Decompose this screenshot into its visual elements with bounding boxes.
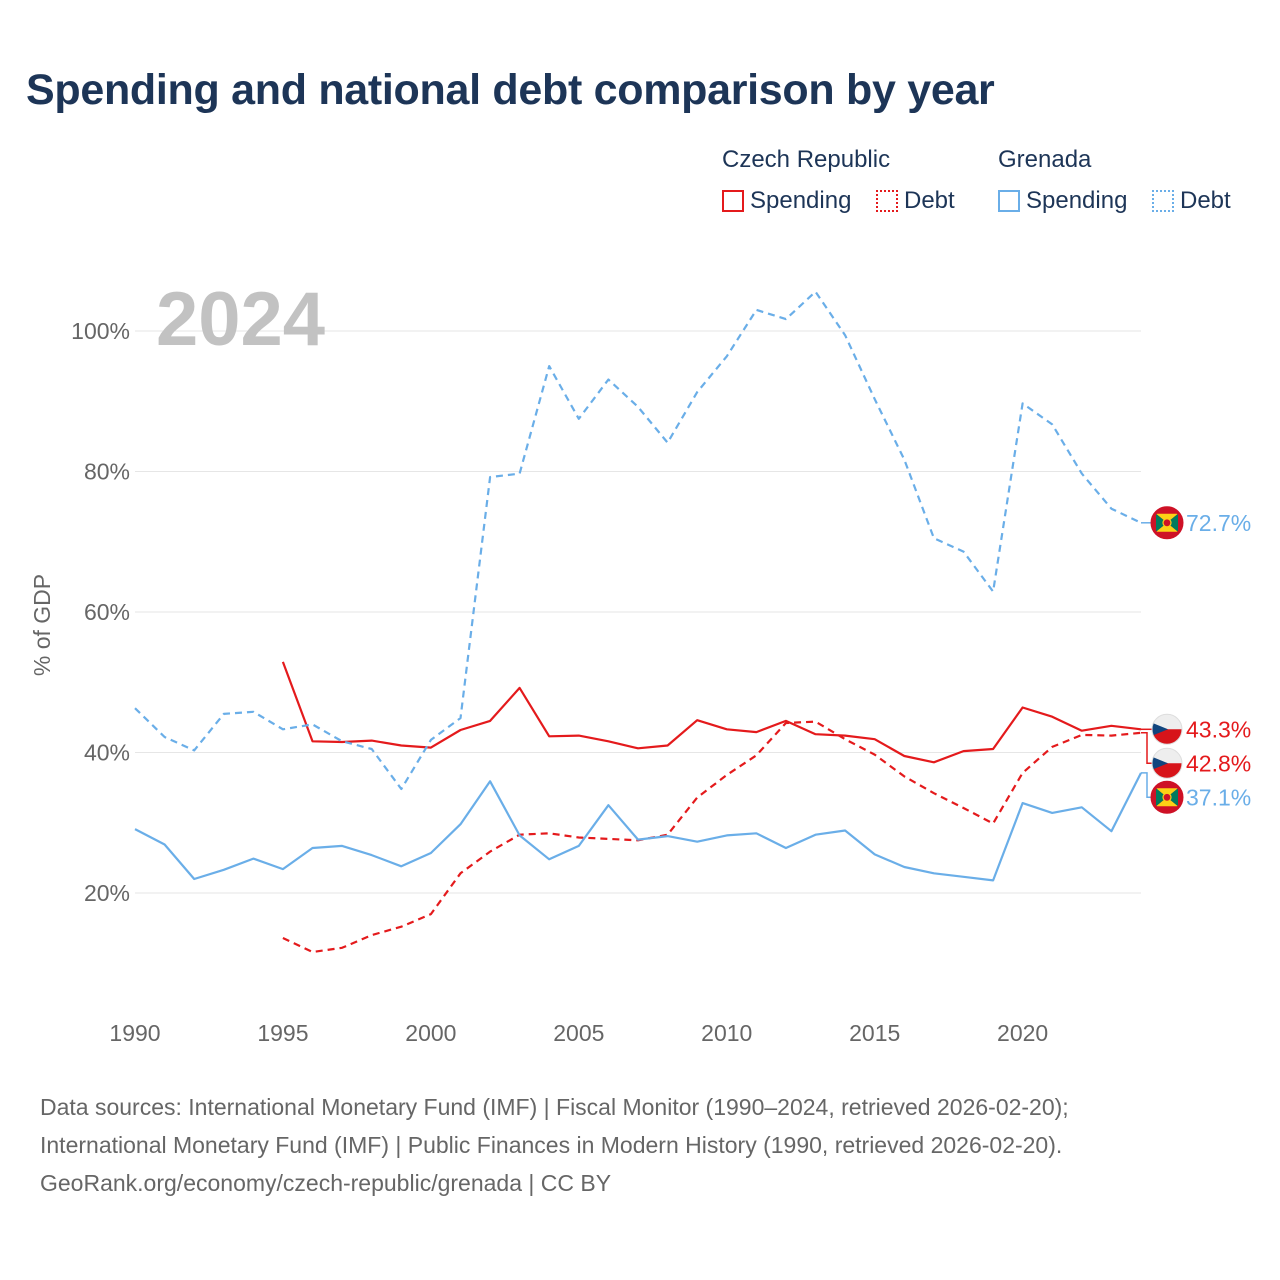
legend-swatch-czech-debt — [876, 190, 898, 212]
legend-label: Spending — [750, 187, 852, 214]
legend-label: Debt — [904, 187, 955, 214]
grenada-flag-green-right — [1167, 513, 1178, 532]
grenada-flag-green-left — [1156, 513, 1167, 532]
end-label-czech-republic-spending: 43.3% — [1186, 716, 1251, 742]
czech-flag-icon — [1151, 747, 1183, 779]
x-tick-label: 2005 — [553, 1020, 604, 1046]
czech-flag-outline — [1151, 713, 1183, 745]
grenada-flag-border — [1150, 506, 1184, 540]
legend-group-grenada: Grenada — [998, 146, 1092, 173]
grenada-flag-star — [1162, 792, 1172, 802]
footer: Data sources: International Monetary Fun… — [40, 1088, 1069, 1202]
czech-flag-red — [1152, 729, 1182, 745]
x-tick-label: 2010 — [701, 1020, 752, 1046]
series-line-grenada-debt — [134, 290, 1142, 791]
end-connector-czech-republic-debt — [1141, 732, 1152, 765]
x-tick-label: 2015 — [849, 1020, 900, 1046]
y-tick-label: 20% — [84, 880, 130, 906]
y-tick-label: 40% — [84, 740, 130, 766]
grenada-flag-border — [1150, 780, 1184, 814]
end-label-grenada-debt: 72.7% — [1186, 510, 1251, 536]
legend-group-czech-republic: Czech Republic — [722, 146, 891, 173]
grenada-flag-star — [1162, 518, 1172, 528]
grid — [135, 330, 1141, 894]
legend-item-czech-spending[interactable]: Spending — [722, 186, 851, 216]
footer-source-line-1: Data sources: International Monetary Fun… — [40, 1094, 1069, 1120]
series-line-czech-republic-debt — [282, 720, 1142, 954]
y-tick-label: 100% — [71, 318, 130, 344]
end-labels: 72.7% 43.3% 42.8% 37.1% — [1141, 506, 1251, 814]
x-tick-label: 2020 — [997, 1020, 1048, 1046]
axis-ticks: 20% 40% 60% 80% 100% 1990 1995 2000 2005 2010 2015… — [71, 318, 1048, 1046]
grenada-flag-icon — [1150, 506, 1184, 540]
end-connector-grenada-spending — [1141, 772, 1152, 799]
legend-item-grenada-spending[interactable]: Spending — [998, 186, 1127, 216]
legend-swatch-grenada-debt — [1152, 190, 1174, 212]
grenada-flag-green-right — [1167, 788, 1178, 807]
legend-item-czech-debt[interactable]: Debt — [876, 186, 955, 216]
grenada-flag-icon — [1150, 780, 1184, 814]
grenada-flag-green-left — [1156, 788, 1167, 807]
czech-flag-blue — [1151, 723, 1168, 736]
y-tick-label: 60% — [84, 599, 130, 625]
legend-swatch-grenada-spending — [998, 190, 1020, 212]
czech-flag-blue — [1151, 757, 1168, 770]
legend-swatch-czech-spending — [722, 190, 744, 212]
czech-flag-outline — [1151, 747, 1183, 779]
end-label-grenada-spending: 37.1% — [1186, 784, 1251, 810]
footer-source-line-2: International Monetary Fund (IMF) | Publ… — [40, 1132, 1063, 1158]
legend-item-grenada-debt[interactable]: Debt — [1152, 186, 1231, 216]
series-line-czech-republic-spending — [281, 661, 1142, 764]
legend-label: Debt — [1180, 187, 1231, 214]
legend-label: Spending — [1026, 187, 1128, 214]
footer-attribution[interactable]: GeoRank.org/economy/czech-republic/grena… — [40, 1170, 612, 1196]
y-axis-label: % of GDP — [29, 574, 55, 676]
series-line-grenada-spending — [134, 772, 1142, 882]
line-chart: 2024 % of GDP 20%40%60%80%100%1990 1995 20… — [29, 277, 1251, 1046]
year-watermark: 2024 — [156, 277, 325, 362]
x-tick-label: 1990 — [109, 1020, 160, 1046]
x-tick-label: 1995 — [257, 1020, 308, 1046]
x-tick-label: 2000 — [405, 1020, 456, 1046]
series-lines — [134, 290, 1142, 954]
chart-title: Spending and national debt comparison by… — [26, 66, 995, 114]
czech-flag-icon — [1151, 713, 1183, 745]
end-label-czech-republic-debt: 42.8% — [1186, 750, 1251, 776]
czech-flag-red — [1152, 763, 1182, 779]
y-tick-label: 80% — [84, 459, 130, 485]
